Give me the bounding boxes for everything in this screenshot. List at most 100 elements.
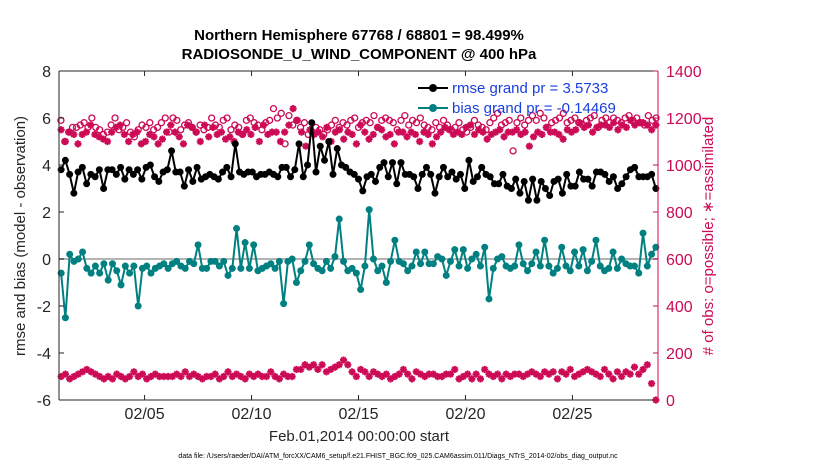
- obs-assimilated-point: [91, 370, 99, 378]
- obs-assimilated-point: [177, 372, 185, 381]
- rmse-point: [91, 173, 99, 181]
- rmse-series: [57, 119, 660, 204]
- rmse-point: [520, 177, 528, 185]
- bias-point: [374, 267, 382, 275]
- bias-point: [340, 257, 348, 265]
- rmse-point: [410, 173, 418, 181]
- obs-possible-point: [331, 116, 339, 124]
- obs-assimilated-point: [511, 370, 519, 378]
- rmse-point: [299, 173, 307, 181]
- bias-point: [275, 257, 283, 265]
- obs-assimilated-point: [513, 126, 521, 134]
- obs-assimilated-point: [622, 368, 630, 376]
- bias-point: [267, 260, 275, 268]
- obs-assimilated-point: [121, 375, 129, 383]
- obs-assimilated-point: [441, 123, 449, 131]
- x-tick-label: 02/10: [232, 406, 272, 423]
- obs-assimilated-point: [129, 130, 137, 139]
- obs-possible-point: [177, 126, 185, 134]
- bias-point: [558, 243, 566, 251]
- obs-assimilated-point: [416, 137, 424, 146]
- legend-marker: [429, 104, 437, 112]
- obs-assimilated-point: [399, 128, 407, 136]
- rmse-point: [397, 159, 405, 167]
- obs-assimilated-point: [331, 363, 339, 371]
- rmse-point: [418, 170, 426, 178]
- x-tick-label: 02/20: [445, 406, 485, 423]
- obs-assimilated-point: [361, 128, 369, 136]
- rmse-point: [61, 156, 69, 164]
- obs-assimilated-point: [352, 372, 360, 381]
- obs-possible-point: [455, 119, 463, 127]
- obs-assimilated-point: [297, 128, 306, 136]
- obs-assimilated-point: [70, 372, 78, 381]
- obs-assimilated-point: [451, 365, 459, 374]
- obs-possible-point: [57, 116, 65, 124]
- bias-point: [446, 257, 454, 265]
- rmse-point: [287, 173, 295, 181]
- rmse-point: [495, 180, 503, 188]
- bias-point: [79, 248, 87, 256]
- bias-point: [100, 260, 108, 268]
- obs-assimilated-point: [57, 126, 65, 134]
- obs-assimilated-point: [238, 130, 247, 139]
- obs-assimilated-point: [449, 130, 458, 139]
- obs-assimilated-point: [596, 372, 604, 381]
- obs-assimilated-point: [394, 128, 403, 136]
- legend-label: rmse grand pr = 3.5733: [452, 80, 608, 97]
- obs-possible-point: [432, 119, 440, 127]
- bias-point: [233, 224, 241, 232]
- obs-assimilated-point: [386, 130, 394, 139]
- obs-assimilated-point: [580, 123, 588, 131]
- obs-assimilated-point: [421, 372, 429, 381]
- obs-assimilated-point: [622, 123, 630, 131]
- bias-point: [143, 262, 151, 270]
- bias-point: [515, 241, 523, 249]
- rmse-point: [427, 170, 435, 178]
- rmse-point: [308, 119, 316, 127]
- obs-assimilated-point: [125, 372, 134, 381]
- bias-point: [61, 314, 69, 322]
- obs-assimilated-point: [567, 128, 576, 136]
- obs-assimilated-point: [536, 372, 544, 381]
- obs-assimilated-point: [314, 128, 323, 136]
- rmse-point: [295, 140, 303, 148]
- rmse-point: [444, 173, 452, 181]
- x-tick-label: 02/25: [552, 406, 592, 423]
- obs-possible-point: [153, 123, 162, 132]
- rmse-point: [189, 177, 197, 185]
- obs-assimilated-point: [498, 375, 506, 383]
- rmse-point: [648, 170, 656, 178]
- rmse-point: [584, 175, 592, 183]
- obs-assimilated-point: [485, 370, 493, 378]
- obs-assimilated-point: [584, 121, 592, 129]
- bias-point: [532, 248, 540, 256]
- obs-assimilated-point: [66, 375, 74, 383]
- obs-assimilated-point: [243, 126, 251, 134]
- bias-point: [357, 286, 365, 294]
- bias-point: [310, 260, 318, 268]
- obs-assimilated-point: [361, 368, 369, 376]
- obs-possible-point: [95, 126, 104, 134]
- bias-point: [635, 269, 643, 277]
- obs-assimilated-point: [365, 372, 373, 381]
- rmse-point: [388, 159, 396, 167]
- obs-assimilated-point: [61, 137, 69, 146]
- obs-assimilated-point: [369, 130, 377, 139]
- obs-assimilated-point: [194, 372, 202, 381]
- obs-assimilated-point: [160, 372, 168, 381]
- obs-assimilated-point: [382, 370, 390, 378]
- obs-assimilated-point: [207, 372, 215, 381]
- obs-assimilated-point: [529, 133, 538, 141]
- bias-point: [57, 269, 65, 277]
- bias-point: [322, 257, 330, 265]
- obs-assimilated-point: [566, 365, 574, 374]
- bias-point: [588, 257, 596, 265]
- bias-point: [412, 248, 420, 256]
- rmse-point: [359, 187, 367, 195]
- bias-point: [173, 257, 181, 265]
- obs-assimilated-point: [323, 123, 331, 131]
- bias-point: [596, 262, 604, 270]
- bias-point: [464, 264, 472, 272]
- bias-point: [404, 267, 412, 275]
